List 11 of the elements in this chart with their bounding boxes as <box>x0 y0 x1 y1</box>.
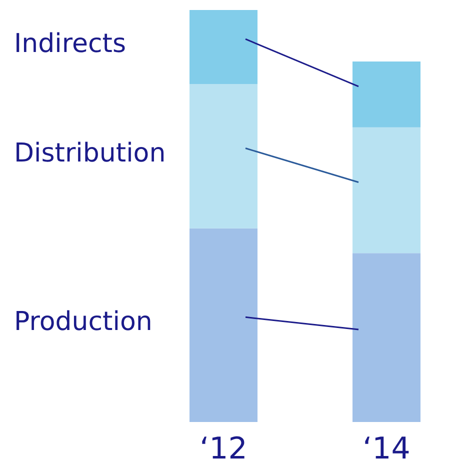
bar <box>190 228 258 422</box>
x-tick-label: ‘14 <box>362 432 410 466</box>
text: Indirects <box>14 29 126 60</box>
bar <box>352 127 420 254</box>
bar <box>190 10 258 84</box>
bar <box>352 253 420 422</box>
bar <box>190 84 258 228</box>
x-tick-label: ‘12 <box>200 432 248 466</box>
bar <box>352 62 420 128</box>
series-label: Production <box>14 307 152 338</box>
series-label: Distribution <box>14 138 166 168</box>
